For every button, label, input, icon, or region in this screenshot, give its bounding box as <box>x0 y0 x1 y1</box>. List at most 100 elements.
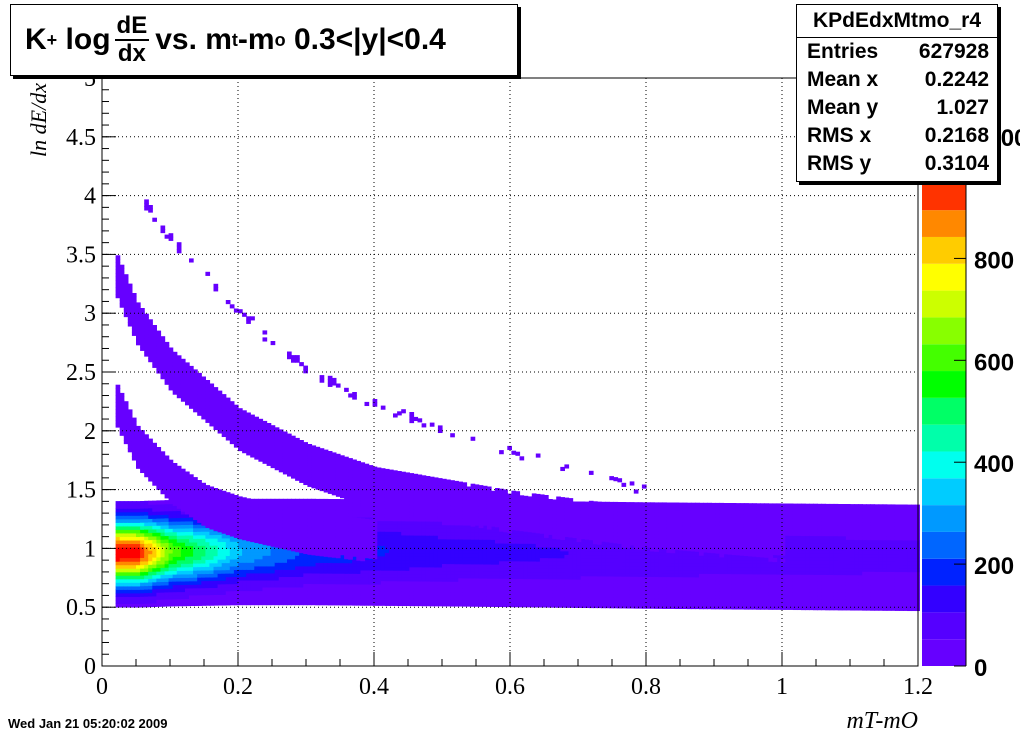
heatmap-cell <box>519 582 525 587</box>
heatmap-cell <box>409 513 415 518</box>
heatmap-cell <box>482 556 488 562</box>
heatmap-cell <box>217 548 223 553</box>
heatmap-cell <box>123 554 129 559</box>
heatmap-cell <box>340 587 345 592</box>
heatmap-cell <box>609 604 614 609</box>
heatmap-cell <box>156 563 162 569</box>
heatmap-cell <box>401 570 406 575</box>
heatmap-cell <box>519 546 525 551</box>
heatmap-cell <box>233 572 239 578</box>
heatmap-cell <box>140 501 145 506</box>
heatmap-cell <box>393 584 398 589</box>
heatmap-cell <box>384 520 390 525</box>
heatmap-cell <box>539 585 545 590</box>
heatmap-cell <box>597 575 602 580</box>
heatmap-cell <box>511 592 517 597</box>
heatmap-cell <box>442 542 447 547</box>
heatmap-cell <box>417 591 423 596</box>
heatmap-cell <box>331 594 337 599</box>
heatmap-cell <box>429 595 435 600</box>
heatmap-cell <box>287 590 292 595</box>
heatmap-cell <box>270 558 276 563</box>
heatmap-cell <box>527 539 533 544</box>
heatmap-cell <box>193 556 198 561</box>
heatmap-cell <box>633 576 639 581</box>
heatmap-cell <box>193 548 198 554</box>
heatmap-cell <box>772 566 778 572</box>
heatmap-cell <box>389 517 394 522</box>
heatmap-cell <box>221 576 227 581</box>
heatmap-cell <box>123 547 129 552</box>
heatmap-cell <box>185 580 190 585</box>
heatmap-cell <box>397 531 402 536</box>
heatmap-cell <box>115 532 121 538</box>
heatmap-cell <box>380 531 386 536</box>
heatmap-cell <box>413 577 419 582</box>
heatmap-cell <box>756 577 761 582</box>
heatmap-cell <box>568 586 574 591</box>
heatmap-cell <box>238 594 243 599</box>
heatmap-cell <box>723 591 729 596</box>
heatmap-cell <box>185 545 190 550</box>
heatmap-cell <box>523 557 529 562</box>
heatmap-cell <box>646 572 651 578</box>
heatmap-cell <box>568 582 574 587</box>
heatmap-cell <box>703 580 708 585</box>
heatmap-cell <box>515 567 521 572</box>
heatmap-cell <box>564 564 570 570</box>
heatmap-cell <box>197 534 202 539</box>
heatmap-cell <box>156 525 162 530</box>
heatmap-cell <box>160 510 166 516</box>
heatmap-cell <box>168 574 174 579</box>
heatmap-cell <box>486 553 492 558</box>
heatmap-cell <box>470 528 476 533</box>
heatmap-cell <box>152 514 157 519</box>
heatmap-cell <box>735 594 741 599</box>
heatmap-cell <box>356 506 361 511</box>
heatmap-cell <box>360 587 366 592</box>
heatmap-cell <box>446 563 451 568</box>
heatmap-cell <box>176 588 182 593</box>
heatmap-cell <box>331 562 337 567</box>
heatmap-cell <box>752 510 757 515</box>
heatmap-cell <box>307 594 313 599</box>
heatmap-cell <box>593 558 598 563</box>
heatmap-cell <box>131 522 137 527</box>
heatmap-cell <box>650 505 655 511</box>
heatmap-cell <box>748 594 753 600</box>
heatmap-cell <box>270 590 276 595</box>
heatmap-cell <box>180 513 186 519</box>
heatmap-cell <box>772 605 778 610</box>
heatmap-cell <box>352 598 357 603</box>
heatmap-cell <box>164 503 170 508</box>
heatmap-cell <box>539 596 545 601</box>
heatmap-cell <box>621 583 627 588</box>
heatmap-cell <box>446 552 451 558</box>
heatmap-cell <box>364 598 370 603</box>
heatmap-cell <box>364 506 370 511</box>
heatmap-cell <box>707 605 712 610</box>
heatmap-cell <box>556 540 561 545</box>
heatmap-cell <box>748 584 753 589</box>
heatmap-cell <box>650 583 655 588</box>
heatmap-cell <box>164 581 170 586</box>
heatmap-cell <box>225 601 231 606</box>
heatmap-cell <box>486 581 492 586</box>
heatmap-cell <box>160 595 166 600</box>
heatmap-cell <box>454 556 459 561</box>
heatmap-cell <box>478 602 484 607</box>
heatmap-cell <box>193 545 198 550</box>
heatmap-cell <box>576 582 582 587</box>
heatmap-cell <box>401 563 406 568</box>
heatmap-cell <box>727 591 733 596</box>
heatmap-cell <box>164 549 170 554</box>
heatmap-cell <box>384 506 390 511</box>
heatmap-cell <box>262 597 268 602</box>
heatmap-cell <box>172 514 178 519</box>
heatmap-cell <box>156 560 162 565</box>
heatmap-cell <box>495 602 500 608</box>
heatmap-cell <box>205 555 211 560</box>
heatmap-cell <box>352 509 357 514</box>
heatmap-cell <box>123 561 129 566</box>
heatmap-cell <box>552 543 557 548</box>
